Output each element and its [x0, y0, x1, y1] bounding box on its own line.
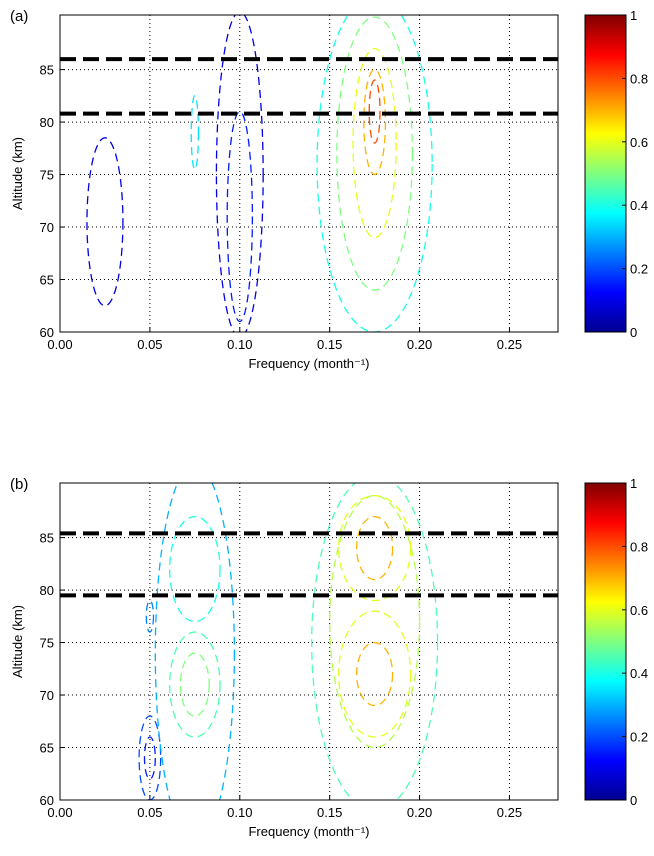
x-tick-label: 0.05 — [137, 337, 162, 352]
contour-line — [316, 15, 433, 332]
y-axis-label: Altitude (km) — [10, 137, 25, 210]
colorbar-tick-label: 0.8 — [630, 71, 648, 86]
y-axis-label: Altitude (km) — [10, 605, 25, 678]
contour-line — [190, 95, 200, 170]
x-tick-label: 0.10 — [227, 805, 252, 820]
x-axis-label: Frequency (month⁻¹) — [248, 356, 369, 371]
panel-label: (b) — [10, 476, 28, 493]
x-tick-label: 0.20 — [407, 337, 432, 352]
colorbar-tick-label: 0.2 — [630, 262, 648, 277]
contours — [86, 15, 433, 332]
y-tick-label: 70 — [40, 220, 54, 235]
contour-line — [138, 715, 162, 800]
plot-area — [60, 15, 558, 332]
colorbar — [584, 14, 627, 333]
panel-label: (a) — [10, 8, 28, 25]
colorbar-tick-label: 1 — [630, 476, 637, 491]
y-tick-label: 60 — [40, 793, 54, 808]
contour-line — [169, 631, 221, 738]
axes-frame — [59, 482, 559, 801]
x-tick-label: 0.25 — [497, 805, 522, 820]
x-axis-label: Frequency (month⁻¹) — [248, 824, 369, 839]
contour-line — [368, 79, 381, 144]
contour-line — [338, 494, 412, 602]
y-tick-label: 75 — [40, 168, 54, 183]
y-tick-label: 85 — [40, 63, 54, 78]
y-tick-label: 75 — [40, 636, 54, 651]
contour-line — [86, 137, 124, 307]
x-tick-label: 0.25 — [497, 337, 522, 352]
x-tick-label: 0.15 — [317, 805, 342, 820]
contour-line — [338, 610, 412, 738]
y-tick-label: 80 — [40, 115, 54, 130]
colorbar-tick-label: 1 — [630, 8, 637, 23]
contour-line — [179, 652, 210, 717]
colorbar-tick-label: 0 — [630, 793, 637, 808]
y-tick-label: 70 — [40, 688, 54, 703]
contour-line — [355, 641, 394, 707]
contour-line — [355, 515, 394, 581]
x-tick-label: 0.10 — [227, 337, 252, 352]
contour-line — [352, 47, 397, 239]
y-tick-label: 60 — [40, 325, 54, 340]
colorbar-tick-label: 0 — [630, 325, 637, 340]
x-tick-label: 0.05 — [137, 805, 162, 820]
contour-line — [154, 483, 236, 800]
colorbar-tick-label: 0.2 — [630, 730, 648, 745]
contour-line — [311, 483, 439, 800]
colorbar-tick-label: 0.6 — [630, 603, 648, 618]
contour-line — [226, 110, 254, 323]
contour-line — [329, 494, 421, 749]
colorbar-tick-label: 0.6 — [630, 135, 648, 150]
x-tick-label: 0.20 — [407, 805, 432, 820]
colorbar-tick-label: 0.4 — [630, 666, 648, 681]
x-tick-label: 0.00 — [47, 805, 72, 820]
colorbar-tick-label: 0.4 — [630, 198, 648, 213]
contour-line — [215, 15, 264, 332]
contours — [138, 483, 439, 800]
y-tick-label: 80 — [40, 583, 54, 598]
y-tick-label: 65 — [40, 741, 54, 756]
colorbar-tick-label: 0.8 — [630, 539, 648, 554]
contour-line — [363, 68, 387, 176]
contour-line — [169, 515, 221, 623]
contour-line — [145, 599, 155, 633]
contour-line — [336, 16, 414, 291]
plot-area — [60, 483, 558, 800]
x-tick-label: 0.15 — [317, 337, 342, 352]
axes-frame — [59, 14, 559, 333]
colorbar — [584, 482, 627, 801]
y-tick-label: 65 — [40, 273, 54, 288]
contour-line — [143, 736, 156, 780]
y-tick-label: 85 — [40, 531, 54, 546]
x-tick-label: 0.00 — [47, 337, 72, 352]
